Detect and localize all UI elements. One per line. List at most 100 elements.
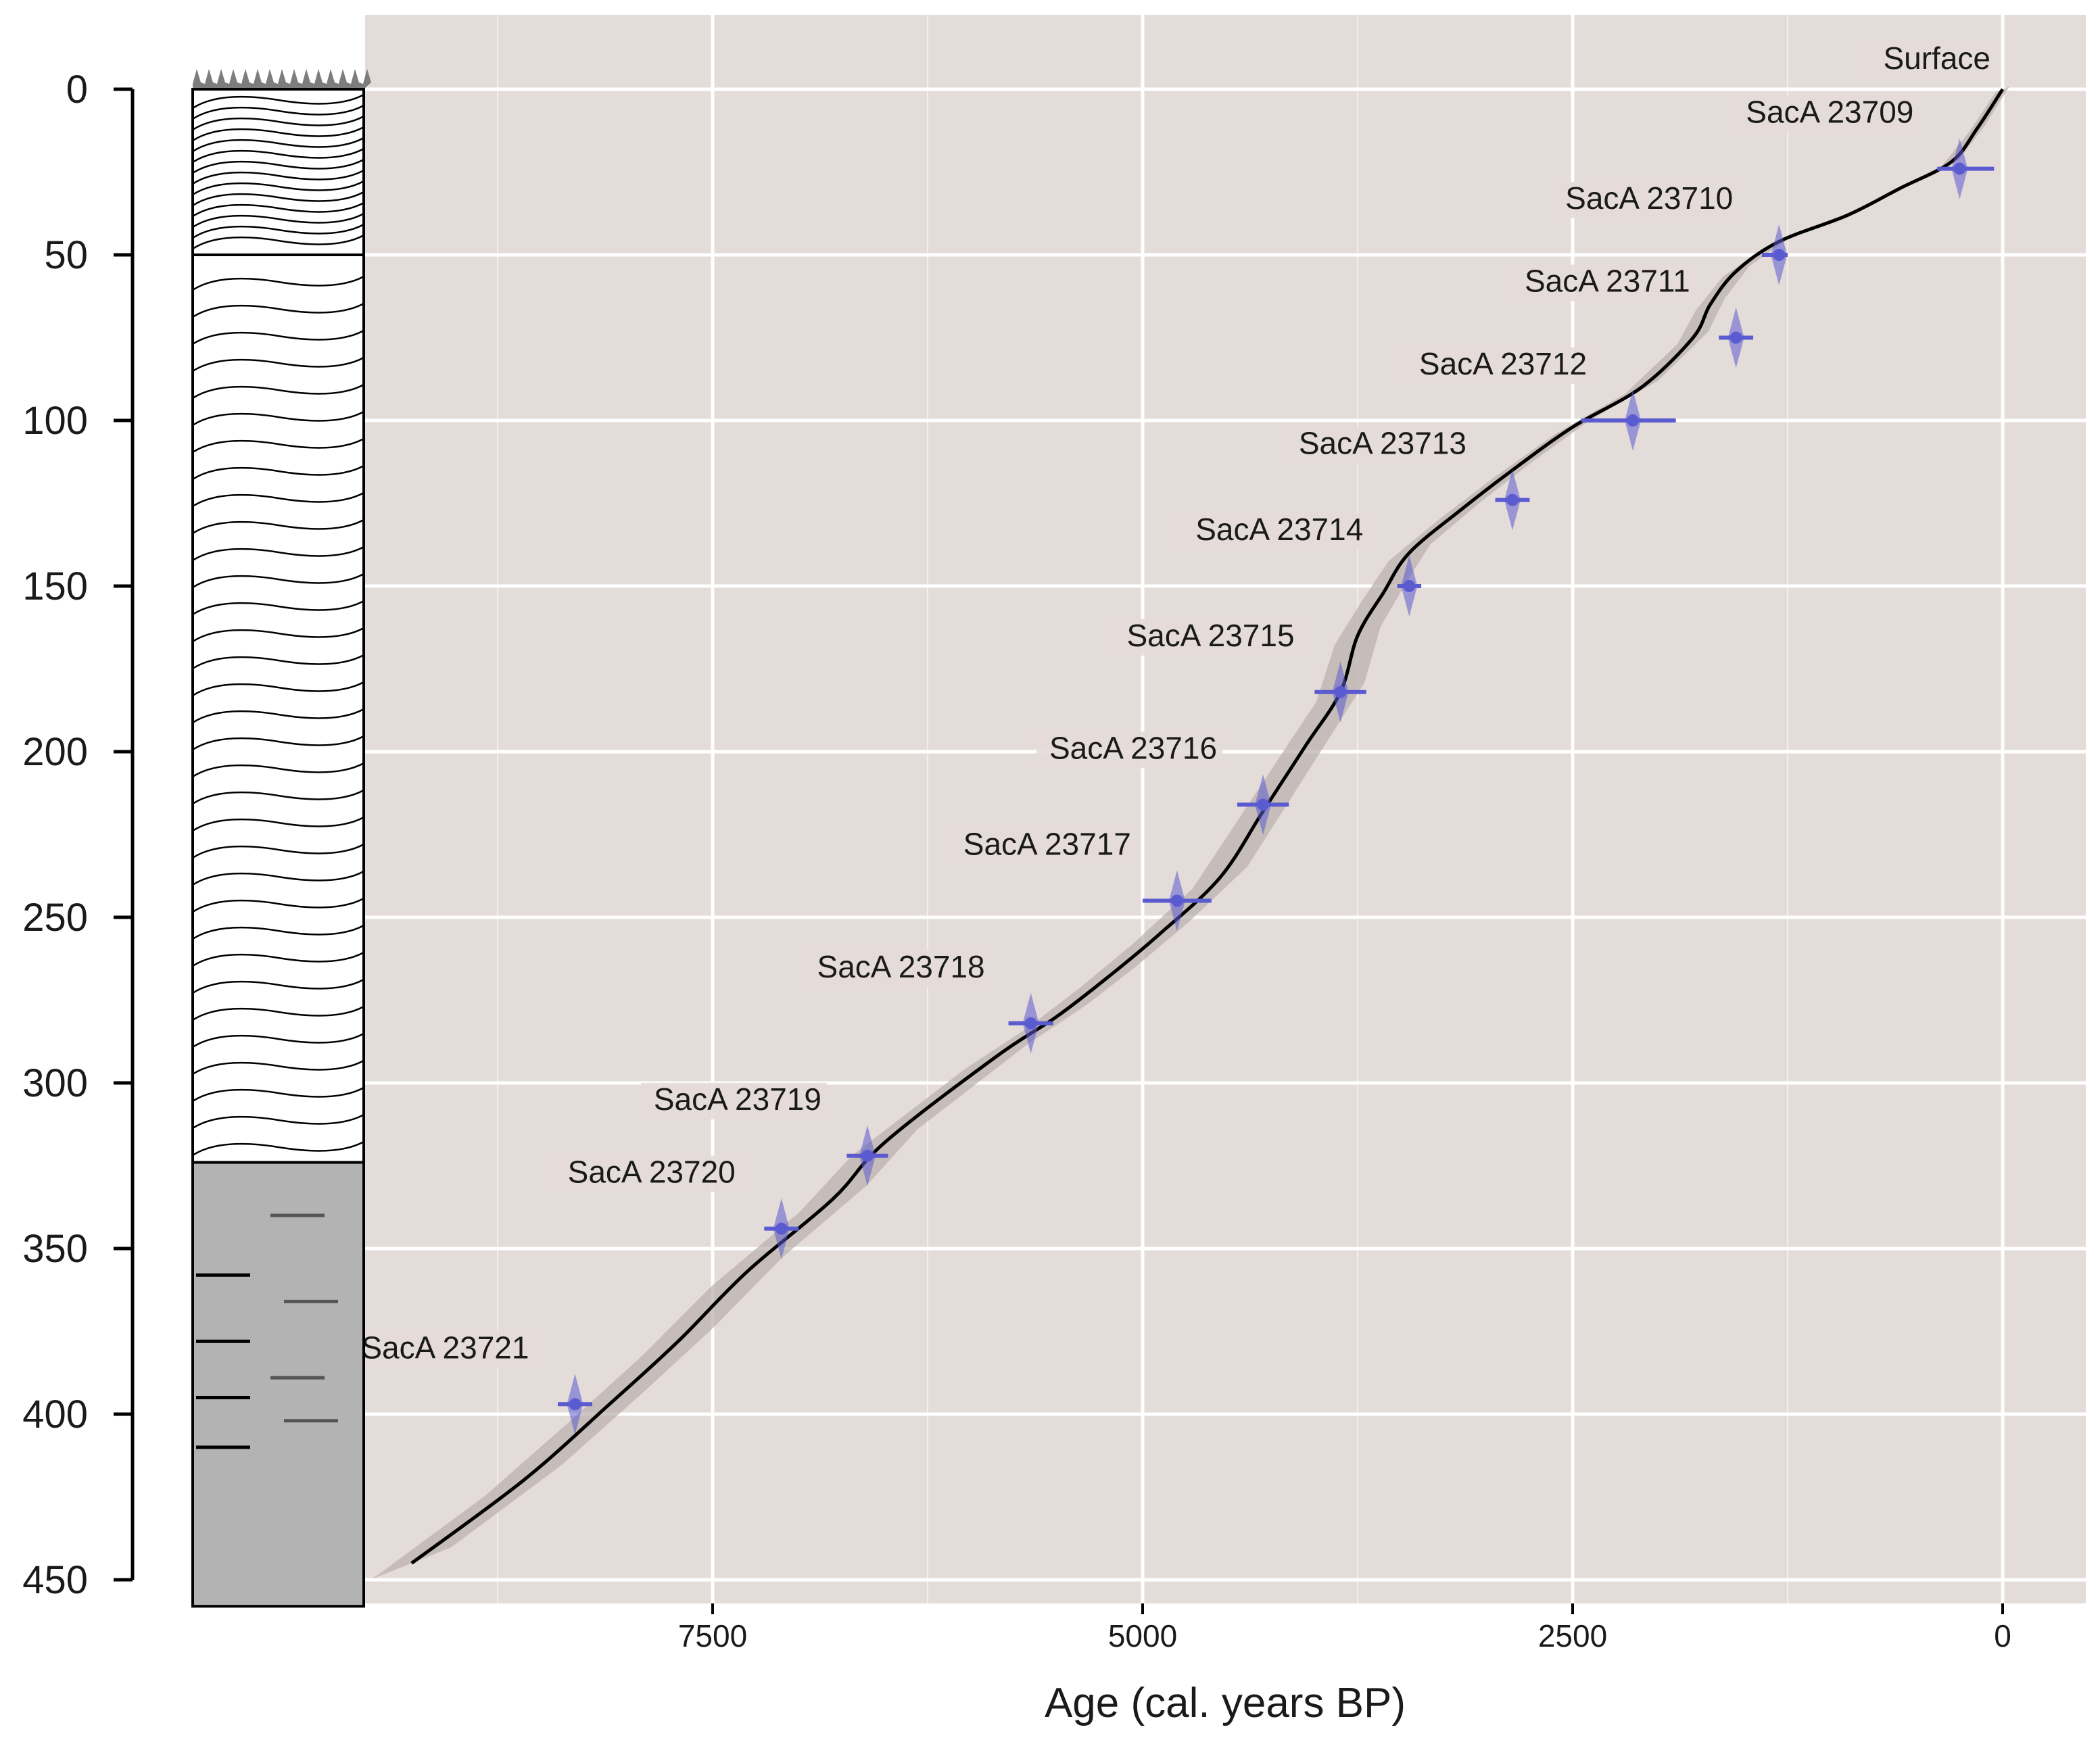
x-tick-label: 0 — [1994, 1618, 2011, 1653]
peat-hatch — [192, 223, 364, 239]
peat-hatch — [192, 816, 364, 832]
date-label: SacA 23719 — [654, 1082, 821, 1117]
peat-hatch — [192, 627, 364, 643]
date-label: SacA 23718 — [817, 949, 985, 984]
peat-hatch — [192, 573, 364, 589]
peat-hatch — [192, 1140, 364, 1157]
age-axis: 7500 5000 2500 0 — [678, 1603, 2011, 1653]
x-tick-label: 7500 — [678, 1618, 747, 1653]
peat-hatch — [192, 1032, 364, 1048]
y-tick-label: 400 — [22, 1393, 88, 1436]
y-tick-label: 200 — [22, 730, 88, 774]
date-label-bg — [804, 950, 991, 987]
plot-panel — [365, 15, 2086, 1603]
lithology-unit-1 — [191, 253, 365, 1164]
date-label: SacA 23714 — [1195, 512, 1363, 547]
date-label-bg — [1114, 619, 1300, 656]
date-label-bg — [1509, 264, 1696, 301]
date-label-bg — [348, 1331, 535, 1368]
peat-hatch — [192, 126, 364, 142]
peat-hatch — [192, 147, 364, 164]
date-point — [1170, 894, 1183, 907]
date-label-bg — [1552, 182, 1739, 218]
date-label: SacA 23716 — [1049, 730, 1217, 765]
peat-hatch — [192, 329, 364, 345]
peat-hatch — [192, 410, 364, 427]
date-point — [1257, 798, 1270, 811]
peat-hatch — [192, 789, 364, 805]
date-label: SacA 23721 — [361, 1330, 529, 1365]
y-tick-label: 250 — [22, 896, 88, 940]
peat-hatch — [192, 383, 364, 400]
y-tick-label: 150 — [22, 564, 88, 608]
date-point — [1729, 331, 1742, 344]
peat-hatch — [192, 762, 364, 778]
date-point — [1024, 1017, 1037, 1030]
x-tick-label: 2500 — [1538, 1618, 1607, 1653]
age-depth-model — [410, 88, 2005, 1565]
peat-hatch — [192, 735, 364, 751]
date-label-bg — [1036, 731, 1223, 769]
radiocarbon-dates — [558, 138, 1995, 1435]
date-label: SacA 23713 — [1299, 426, 1466, 461]
date-label: SacA 23717 — [963, 827, 1131, 862]
peat-hatch — [192, 137, 364, 153]
y-tick-label: 450 — [22, 1558, 88, 1602]
date-label: Surface — [1883, 41, 1990, 76]
date-point — [775, 1222, 788, 1235]
date-label: SacA 23720 — [568, 1155, 736, 1190]
date-point — [569, 1398, 581, 1411]
peat-hatch — [192, 951, 364, 967]
date-label: SacA 23709 — [1746, 95, 1913, 130]
peat-hatch — [192, 302, 364, 318]
y-tick-label: 300 — [22, 1061, 88, 1105]
date-point — [1627, 414, 1640, 427]
date-point — [1403, 580, 1416, 592]
peat-hatch — [192, 924, 364, 940]
date-label: SacA 23715 — [1126, 618, 1294, 653]
date-point — [1506, 493, 1519, 506]
lithology-unit-2 — [191, 1161, 365, 1608]
lithology-column — [191, 69, 371, 1608]
peat-hatch — [192, 234, 364, 250]
date-label-bg — [1861, 42, 1996, 78]
peat-hatch — [192, 212, 364, 228]
date-label-bg — [554, 1155, 741, 1192]
y-tick-label: 350 — [22, 1227, 88, 1271]
peat-hatch — [192, 275, 364, 291]
date-label-bg — [950, 827, 1137, 865]
y-tick-label: 100 — [22, 399, 88, 443]
peat-hatch — [192, 870, 364, 886]
date-label-bg — [640, 1082, 827, 1119]
date-label: SacA 23712 — [1419, 346, 1587, 381]
peat-hatch — [192, 93, 364, 110]
peat-hatch — [192, 115, 364, 131]
peat-hatch — [192, 654, 364, 670]
date-label-bg — [1285, 427, 1472, 464]
y-tick-label: 50 — [44, 233, 88, 277]
peat-hatch — [192, 356, 364, 372]
date-point — [1773, 249, 1786, 261]
peat-hatch — [192, 1086, 364, 1103]
peat-hatch — [192, 464, 364, 481]
peat-hatch — [192, 104, 364, 120]
peat-hatch — [192, 518, 364, 535]
peat-hatch — [192, 600, 364, 616]
peat-hatch — [192, 1113, 364, 1130]
date-label: SacA 23711 — [1525, 264, 1690, 299]
date-label: SacA 23710 — [1565, 180, 1733, 216]
peat-hatch — [192, 437, 364, 454]
peat-hatch — [192, 158, 364, 174]
peat-hatch — [192, 491, 364, 508]
peat-hatch — [192, 708, 364, 724]
x-axis-title: Age (cal. years BP) — [1045, 1680, 1406, 1726]
date-label-bg — [1733, 95, 1919, 132]
peat-hatch — [192, 169, 364, 185]
peat-hatch — [192, 843, 364, 859]
date-point — [1334, 685, 1347, 698]
x-tick-label: 5000 — [1108, 1618, 1177, 1653]
date-point — [1953, 162, 1966, 175]
peat-hatch — [192, 681, 364, 697]
date-label-bg — [1183, 513, 1369, 550]
